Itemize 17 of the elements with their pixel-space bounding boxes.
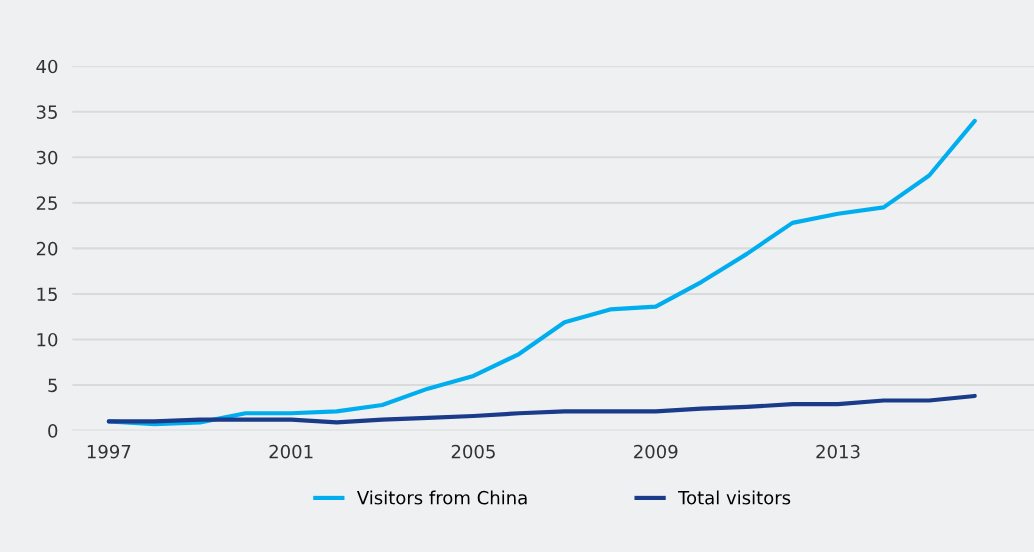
x-tick-label: 2005: [451, 444, 495, 459]
y-tick-label: 25: [36, 196, 57, 210]
y-tick-label: 35: [36, 105, 57, 119]
y-tick-label: 20: [36, 241, 58, 256]
x-tick-label: 2013: [816, 444, 860, 459]
y-tick-label: 15: [37, 287, 57, 302]
legend-label: Total visitors: [678, 490, 791, 505]
y-tick-label: 0: [48, 424, 58, 438]
line-series: [106, 393, 977, 425]
y-tick-label: 30: [36, 150, 58, 165]
y-tick-label: 10: [37, 332, 58, 347]
x-tick-label: 2009: [634, 444, 678, 459]
y-tick-label: 40: [36, 59, 58, 74]
legend-label: Visitors from China: [356, 490, 527, 505]
x-tick-label: 2001: [269, 444, 313, 459]
x-tick-label: 1997: [87, 444, 131, 459]
y-tick-label: 5: [48, 378, 57, 393]
